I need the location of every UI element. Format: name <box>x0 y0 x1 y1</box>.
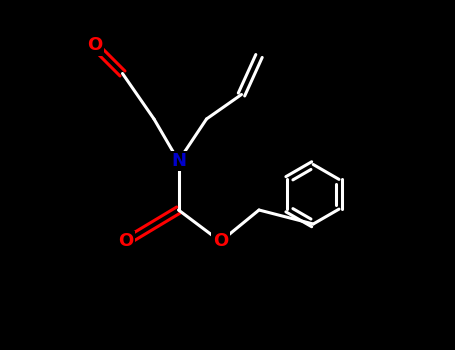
Text: N: N <box>171 152 186 170</box>
Text: O: O <box>118 232 134 251</box>
Text: O: O <box>213 232 228 251</box>
Text: O: O <box>87 36 102 55</box>
